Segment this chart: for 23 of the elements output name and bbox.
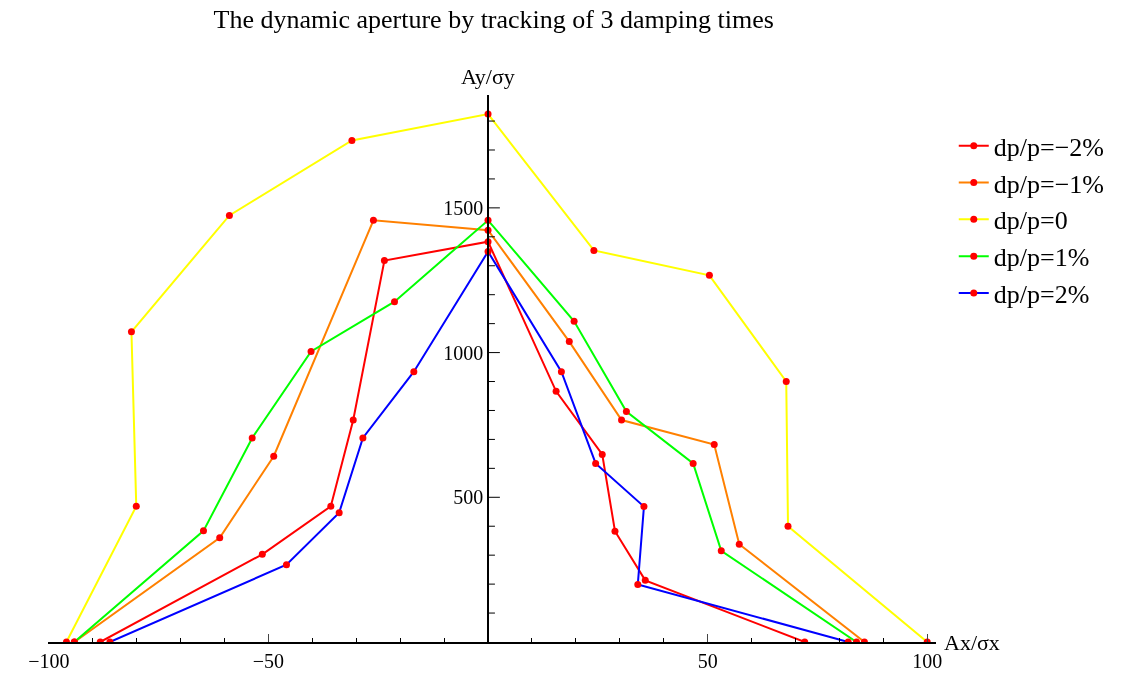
y-tick-label: 500	[453, 486, 484, 509]
x-axis-title: Ax/σx	[944, 630, 1000, 655]
x-tick-label: 50	[697, 649, 718, 672]
point	[380, 257, 388, 265]
x-tick-label: −100	[28, 649, 70, 672]
point	[552, 387, 560, 395]
y-tick-label: 1500	[443, 196, 484, 219]
point	[598, 450, 606, 458]
legend-label: dp/p=1%	[993, 243, 1090, 273]
y-axis-title: Ay/σy	[461, 64, 515, 89]
point	[611, 527, 619, 535]
chart-title: The dynamic aperture by tracking of 3 damping times	[213, 5, 774, 35]
legend-label: dp/p=−1%	[993, 169, 1104, 199]
legend-label: dp/p=−2%	[993, 132, 1104, 162]
point	[258, 550, 266, 558]
y-tick-label: 1000	[443, 341, 484, 364]
x-tick-label: −50	[252, 649, 285, 672]
point	[327, 502, 335, 510]
point	[349, 416, 357, 424]
point	[641, 576, 649, 584]
x-tick-label: 100	[912, 649, 943, 672]
legend-label: dp/p=2%	[993, 280, 1090, 310]
legend-label: dp/p=0	[993, 206, 1068, 236]
